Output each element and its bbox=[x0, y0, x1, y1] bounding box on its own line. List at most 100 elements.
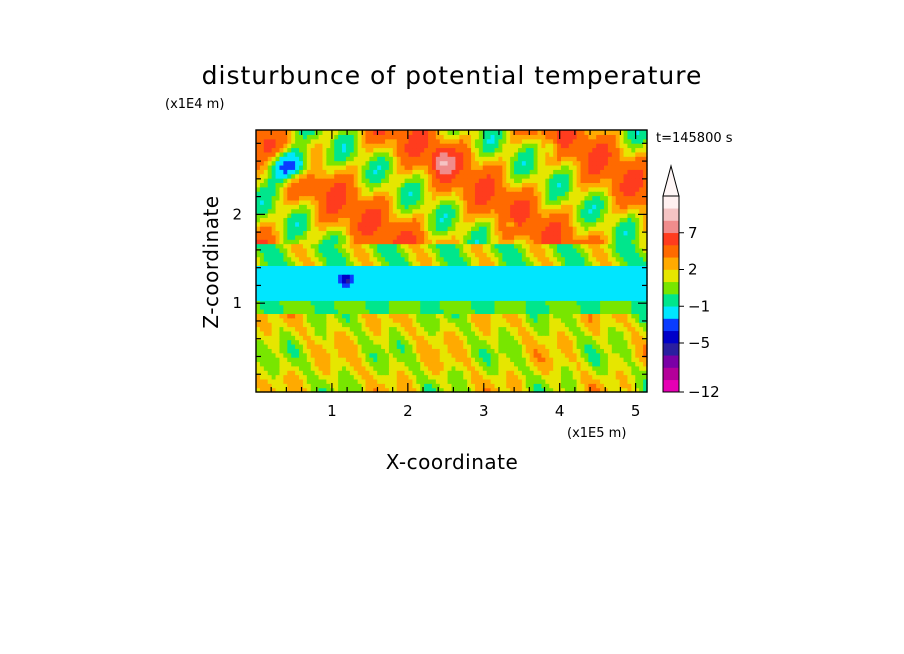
heatmap-cell bbox=[576, 295, 582, 301]
heatmap-cell bbox=[572, 195, 578, 201]
heatmap-cell bbox=[365, 295, 370, 301]
heatmap-cell bbox=[259, 383, 265, 389]
heatmap-cell bbox=[580, 278, 586, 284]
heatmap-cell bbox=[424, 387, 429, 393]
heatmap-cell bbox=[424, 291, 429, 297]
heatmap-cell bbox=[447, 239, 453, 245]
heatmap-cell bbox=[361, 361, 367, 367]
heatmap-cell bbox=[474, 261, 480, 266]
heatmap-cell bbox=[330, 317, 335, 323]
heatmap-cell bbox=[377, 191, 382, 197]
heatmap-cell bbox=[533, 212, 539, 218]
heatmap-cell bbox=[435, 247, 441, 253]
heatmap-cell bbox=[584, 208, 589, 214]
heatmap-cell bbox=[365, 361, 370, 367]
heatmap-cell bbox=[533, 269, 539, 275]
heatmap-cell bbox=[326, 326, 331, 332]
heatmap-cell bbox=[463, 304, 468, 310]
heatmap-cell bbox=[377, 278, 382, 284]
heatmap-cell bbox=[439, 282, 445, 288]
heatmap-cell bbox=[400, 370, 406, 376]
heatmap-cell bbox=[510, 217, 515, 223]
heatmap-cell bbox=[299, 261, 304, 266]
heatmap-cell bbox=[420, 208, 425, 214]
heatmap-cell bbox=[259, 208, 265, 214]
heatmap-cell bbox=[439, 247, 445, 253]
heatmap-cell bbox=[576, 357, 582, 363]
heatmap-cell bbox=[557, 186, 562, 192]
heatmap-cell bbox=[396, 269, 402, 275]
heatmap-cell bbox=[388, 304, 394, 310]
heatmap-cell bbox=[517, 173, 523, 179]
heatmap-cell bbox=[412, 173, 417, 179]
heatmap-cell bbox=[600, 265, 605, 271]
heatmap-cell bbox=[428, 217, 433, 223]
heatmap-cell bbox=[474, 374, 480, 380]
heatmap-cell bbox=[596, 383, 601, 389]
heatmap-cell bbox=[271, 348, 277, 354]
heatmap-cell bbox=[467, 357, 472, 363]
heatmap-cell bbox=[349, 269, 355, 275]
heatmap-cell bbox=[322, 182, 327, 188]
heatmap-cell bbox=[330, 322, 335, 328]
heatmap-cell bbox=[478, 317, 484, 323]
heatmap-cell bbox=[533, 317, 539, 323]
heatmap-cell bbox=[287, 282, 292, 288]
heatmap-cell bbox=[596, 265, 601, 271]
heatmap-cell bbox=[388, 335, 394, 341]
heatmap-cell bbox=[482, 247, 488, 253]
heatmap-cell bbox=[291, 247, 296, 253]
heatmap-cell bbox=[607, 322, 613, 328]
heatmap-cell bbox=[510, 269, 515, 275]
heatmap-cell bbox=[416, 186, 421, 192]
heatmap-cell bbox=[557, 217, 562, 223]
heatmap-cell bbox=[400, 309, 406, 314]
heatmap-cell bbox=[365, 313, 370, 319]
heatmap-cell bbox=[486, 361, 492, 367]
heatmap-cell bbox=[572, 348, 578, 354]
heatmap-cell bbox=[537, 212, 543, 218]
heatmap-cell bbox=[295, 378, 300, 384]
heatmap-cell bbox=[388, 317, 394, 323]
heatmap-cell bbox=[267, 239, 273, 245]
heatmap-cell bbox=[404, 330, 410, 336]
heatmap-cell bbox=[596, 357, 601, 363]
heatmap-cell bbox=[439, 217, 445, 223]
heatmap-cell bbox=[557, 282, 562, 288]
heatmap-cell bbox=[271, 326, 277, 332]
heatmap-cell bbox=[529, 234, 535, 240]
heatmap-cell bbox=[514, 322, 519, 328]
heatmap-cell bbox=[388, 287, 394, 293]
heatmap-cell bbox=[388, 204, 394, 210]
heatmap-cell bbox=[580, 265, 586, 271]
heatmap-cell bbox=[490, 221, 496, 227]
heatmap-cell bbox=[482, 339, 488, 345]
heatmap-cell bbox=[447, 212, 453, 218]
heatmap-cell bbox=[431, 274, 437, 280]
heatmap-cell bbox=[506, 269, 511, 275]
heatmap-cell bbox=[416, 291, 421, 297]
heatmap-cell bbox=[615, 291, 621, 297]
heatmap-cell bbox=[291, 217, 296, 223]
heatmap-cell bbox=[404, 252, 410, 258]
heatmap-cell bbox=[525, 204, 531, 210]
heatmap-cell bbox=[353, 361, 359, 367]
heatmap-cell bbox=[572, 330, 578, 336]
heatmap-cell bbox=[564, 322, 570, 328]
heatmap-cell bbox=[318, 295, 324, 301]
heatmap-cell bbox=[521, 361, 527, 367]
heatmap-cell bbox=[576, 365, 582, 371]
heatmap-cell bbox=[639, 378, 644, 384]
heatmap-cell bbox=[564, 378, 570, 384]
heatmap-cell bbox=[283, 326, 288, 332]
heatmap-cell bbox=[545, 243, 550, 249]
heatmap-cell bbox=[318, 274, 324, 280]
heatmap-cell bbox=[459, 378, 464, 384]
heatmap-cell bbox=[267, 195, 273, 201]
heatmap-cell bbox=[271, 352, 277, 358]
heatmap-cell bbox=[295, 322, 300, 328]
heatmap-cell bbox=[498, 383, 503, 389]
heatmap-cell bbox=[334, 212, 339, 218]
heatmap-cell bbox=[392, 191, 398, 197]
heatmap-cell bbox=[447, 348, 453, 354]
